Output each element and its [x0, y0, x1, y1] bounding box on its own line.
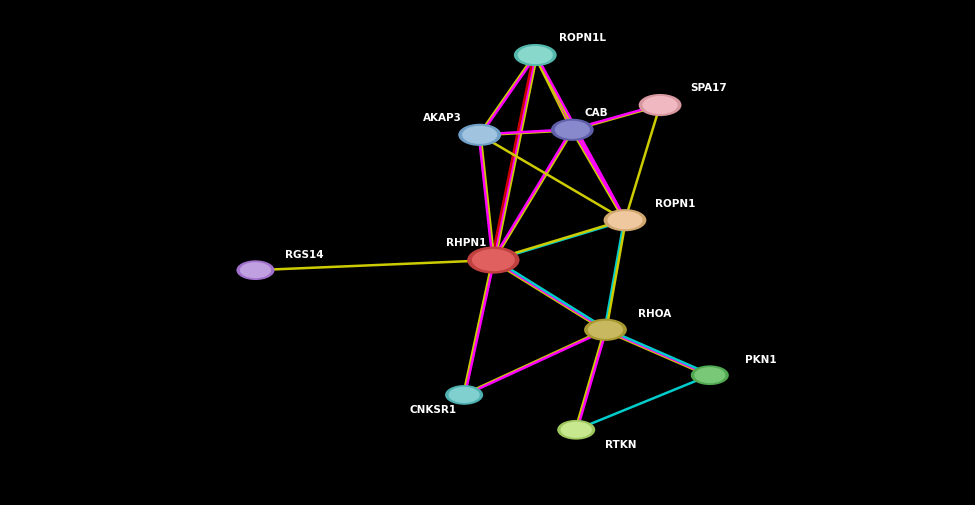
Text: CNKSR1: CNKSR1 [410, 405, 456, 415]
Circle shape [467, 246, 520, 274]
Text: PKN1: PKN1 [745, 355, 776, 365]
Circle shape [561, 422, 592, 438]
Text: RGS14: RGS14 [285, 250, 324, 260]
Circle shape [518, 46, 553, 64]
Circle shape [694, 367, 725, 383]
Text: SPA17: SPA17 [690, 83, 727, 93]
Circle shape [445, 385, 484, 405]
Circle shape [607, 211, 643, 229]
Text: RHOA: RHOA [638, 309, 671, 319]
Circle shape [514, 44, 557, 66]
Text: RHPN1: RHPN1 [446, 238, 487, 248]
Circle shape [643, 96, 678, 114]
Circle shape [557, 420, 596, 440]
Circle shape [584, 319, 627, 341]
Circle shape [555, 121, 590, 139]
Text: RTKN: RTKN [605, 440, 637, 450]
Circle shape [690, 365, 729, 385]
Circle shape [588, 321, 623, 339]
Circle shape [604, 209, 646, 231]
Circle shape [551, 119, 594, 141]
Text: ROPN1: ROPN1 [655, 199, 696, 209]
Circle shape [448, 387, 480, 403]
Circle shape [472, 249, 515, 271]
Text: ROPN1L: ROPN1L [559, 33, 605, 43]
Circle shape [458, 124, 501, 146]
Circle shape [462, 126, 497, 144]
Circle shape [236, 260, 275, 280]
Circle shape [639, 94, 682, 116]
Circle shape [240, 262, 271, 278]
Text: AKAP3: AKAP3 [423, 113, 462, 123]
Text: CAB: CAB [585, 108, 608, 118]
